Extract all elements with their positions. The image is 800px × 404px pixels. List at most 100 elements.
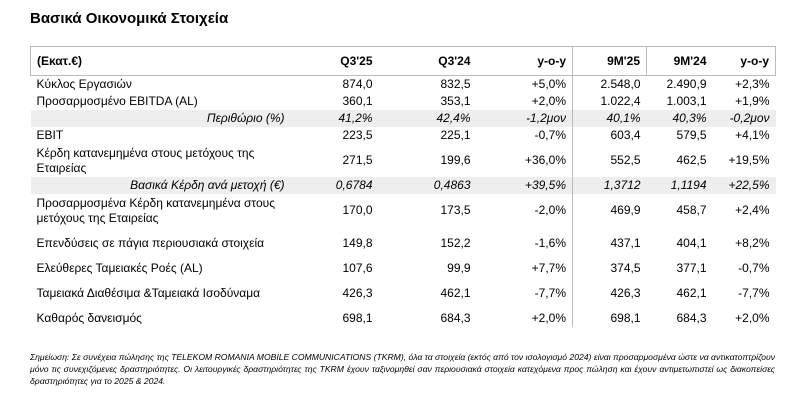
cell-value: 458,7 [676, 203, 707, 217]
cell-value: 2.490,9 [666, 77, 707, 91]
cell-value: 173,5 [440, 203, 471, 217]
cell-value: 698,1 [342, 311, 373, 325]
cell-value: -0,7% [534, 128, 566, 142]
cell-value: 360,1 [342, 94, 373, 108]
cell-value: +2,0% [735, 311, 770, 325]
header-row: (Εκατ.€) Q3'25 Q3'24 y-o-y 9M'25 9M'24 y-o-y [30, 46, 776, 76]
column-header: (Εκατ.€) [30, 46, 291, 76]
cell-value: 41,2% [290, 110, 379, 127]
row-label: Επενδύσεις σε πάγια περιουσιακά στοιχεία [36, 236, 265, 250]
title: Βασικά Οικονομικά Στοιχεία [30, 10, 229, 27]
row-label: Κύκλος Εργασιών [36, 77, 132, 91]
cell-value: 42,4% [378, 110, 477, 127]
row-label: Προσαρμοσμένα Κέρδη κατανεμημένα στους μ… [36, 195, 276, 225]
cell-value: 99,9 [447, 261, 471, 275]
table-body: Κύκλος Εργασιών 874,0 832,5 +5,0% 2.548,0 2.4… [30, 75, 776, 327]
column-header: y-o-y [476, 46, 573, 76]
cell-value: 199,6 [440, 153, 471, 167]
row-label: Καθαρός δανεισμός [36, 311, 142, 325]
cell-value: +22,5% [712, 177, 776, 194]
cell-value: 40,1% [572, 110, 647, 127]
cell-value: 684,3 [676, 311, 707, 325]
cell-value: +36,0% [524, 153, 566, 167]
footnote: Σημείωση: Σε συνέχεια πώλησης της TELEKO… [30, 352, 775, 386]
cell-value: +1,9% [735, 94, 770, 108]
cell-value: 107,6 [342, 261, 373, 275]
cell-value: 152,2 [440, 236, 471, 250]
cell-value: -2,0% [534, 203, 566, 217]
cell-value: 684,3 [440, 311, 471, 325]
financial-table: (Εκατ.€) Q3'25 Q3'24 y-o-y 9M'25 9M'24 y-o-y Κ… [30, 46, 776, 327]
cell-value: +2,4% [735, 203, 770, 217]
column-header: 9M'24 [646, 46, 713, 76]
cell-value: 469,9 [572, 194, 647, 227]
cell-value: 271,5 [342, 153, 373, 167]
cell-value: 426,3 [572, 277, 647, 310]
cell-value: -7,7% [534, 286, 566, 300]
cell-value: +5,0% [531, 77, 566, 91]
row-label: EBIT [36, 128, 64, 142]
table-row: Ταμειακά Διαθέσιμα &Ταμειακά Ισοδύναμα 42… [31, 277, 776, 310]
cell-value: 0,4863 [378, 177, 477, 194]
cell-value: -7,7% [738, 286, 770, 300]
cell-value: 353,1 [440, 94, 471, 108]
table-row: EBIT 223,5 225,1 -0,7% 603,4 579,5 +4,1% [31, 127, 776, 144]
cell-value: +8,2% [735, 236, 770, 250]
cell-value: 1,3712 [572, 177, 647, 194]
column-header: Q3'24 [378, 46, 477, 76]
cell-value: +39,5% [476, 177, 573, 194]
table-row: Προσαρμοσμένο EBITDA (AL) 360,1 353,1 +2,0%… [31, 93, 776, 110]
row-label: Ελεύθερες Ταμειακές Ροές (AL) [36, 261, 203, 275]
cell-value: 404,1 [676, 236, 707, 250]
cell-value: 874,0 [342, 77, 373, 91]
cell-value: 832,5 [440, 77, 471, 91]
cell-value: +19,5% [728, 153, 770, 167]
column-header: y-o-y [712, 46, 776, 76]
cell-value: 377,1 [676, 261, 707, 275]
cell-value: 426,3 [342, 286, 373, 300]
row-label: Προσαρμοσμένο EBITDA (AL) [36, 94, 198, 108]
cell-value: 1,1194 [646, 177, 713, 194]
cell-value: 462,5 [676, 153, 707, 167]
cell-value: 374,5 [572, 260, 647, 277]
row-label: Ταμειακά Διαθέσιμα &Ταμειακά Ισοδύναμα [36, 286, 261, 300]
cell-value: +2,0% [531, 94, 566, 108]
row-label: Βασικά Κέρδη ανά μετοχή (€) [30, 177, 291, 194]
cell-value: +2,3% [735, 77, 770, 91]
cell-value: 579,5 [676, 128, 707, 142]
table-row: Ελεύθερες Ταμειακές Ροές (AL) 107,6 99,9 +7… [31, 260, 776, 277]
table-row: Επενδύσεις σε πάγια περιουσιακά στοιχεία… [31, 227, 776, 260]
table-row: Προσαρμοσμένα Κέρδη κατανεμημένα στους μ… [31, 194, 776, 227]
cell-value: -1,2μον [476, 110, 573, 127]
table-row: Περιθώριο (%) 41,2% 42,4% -1,2μον 40,1% 40,3%… [30, 110, 776, 127]
cell-value: 552,5 [572, 144, 647, 177]
cell-value: +4,1% [735, 128, 770, 142]
cell-value: 223,5 [342, 128, 373, 142]
table-row: Καθαρός δανεισμός 698,1 684,3 +2,0% 698,1 684… [31, 310, 776, 327]
row-label: Περιθώριο (%) [30, 110, 291, 127]
cell-value: 603,4 [572, 127, 647, 144]
cell-value: 225,1 [440, 128, 471, 142]
cell-value: 437,1 [572, 227, 647, 260]
cell-value: 2.548,0 [572, 75, 647, 93]
table-row: Βασικά Κέρδη ανά μετοχή (€) 0,6784 0,4863 +… [30, 177, 776, 194]
cell-value: 1.022,4 [572, 93, 647, 110]
table-row: Κέρδη κατανεμημένα στους μετόχους της Ετ… [31, 144, 776, 177]
column-header: 9M'25 [572, 46, 647, 76]
cell-value: 149,8 [342, 236, 373, 250]
cell-value: +7,7% [531, 261, 566, 275]
cell-value: -0,2μον [712, 110, 776, 127]
cell-value: -1,6% [534, 236, 566, 250]
cell-value: +2,0% [531, 311, 566, 325]
cell-value: 462,1 [676, 286, 707, 300]
cell-value: 1.003,1 [666, 94, 707, 108]
cell-value: -0,7% [738, 261, 770, 275]
cell-value: 0,6784 [290, 177, 379, 194]
table-row: Κύκλος Εργασιών 874,0 832,5 +5,0% 2.548,0 2.4… [31, 75, 776, 93]
row-label: Κέρδη κατανεμημένα στους μετόχους της Ετ… [36, 145, 255, 175]
column-header: Q3'25 [290, 46, 379, 76]
cell-value: 40,3% [646, 110, 713, 127]
cell-value: 698,1 [572, 310, 647, 327]
cell-value: 170,0 [342, 203, 373, 217]
